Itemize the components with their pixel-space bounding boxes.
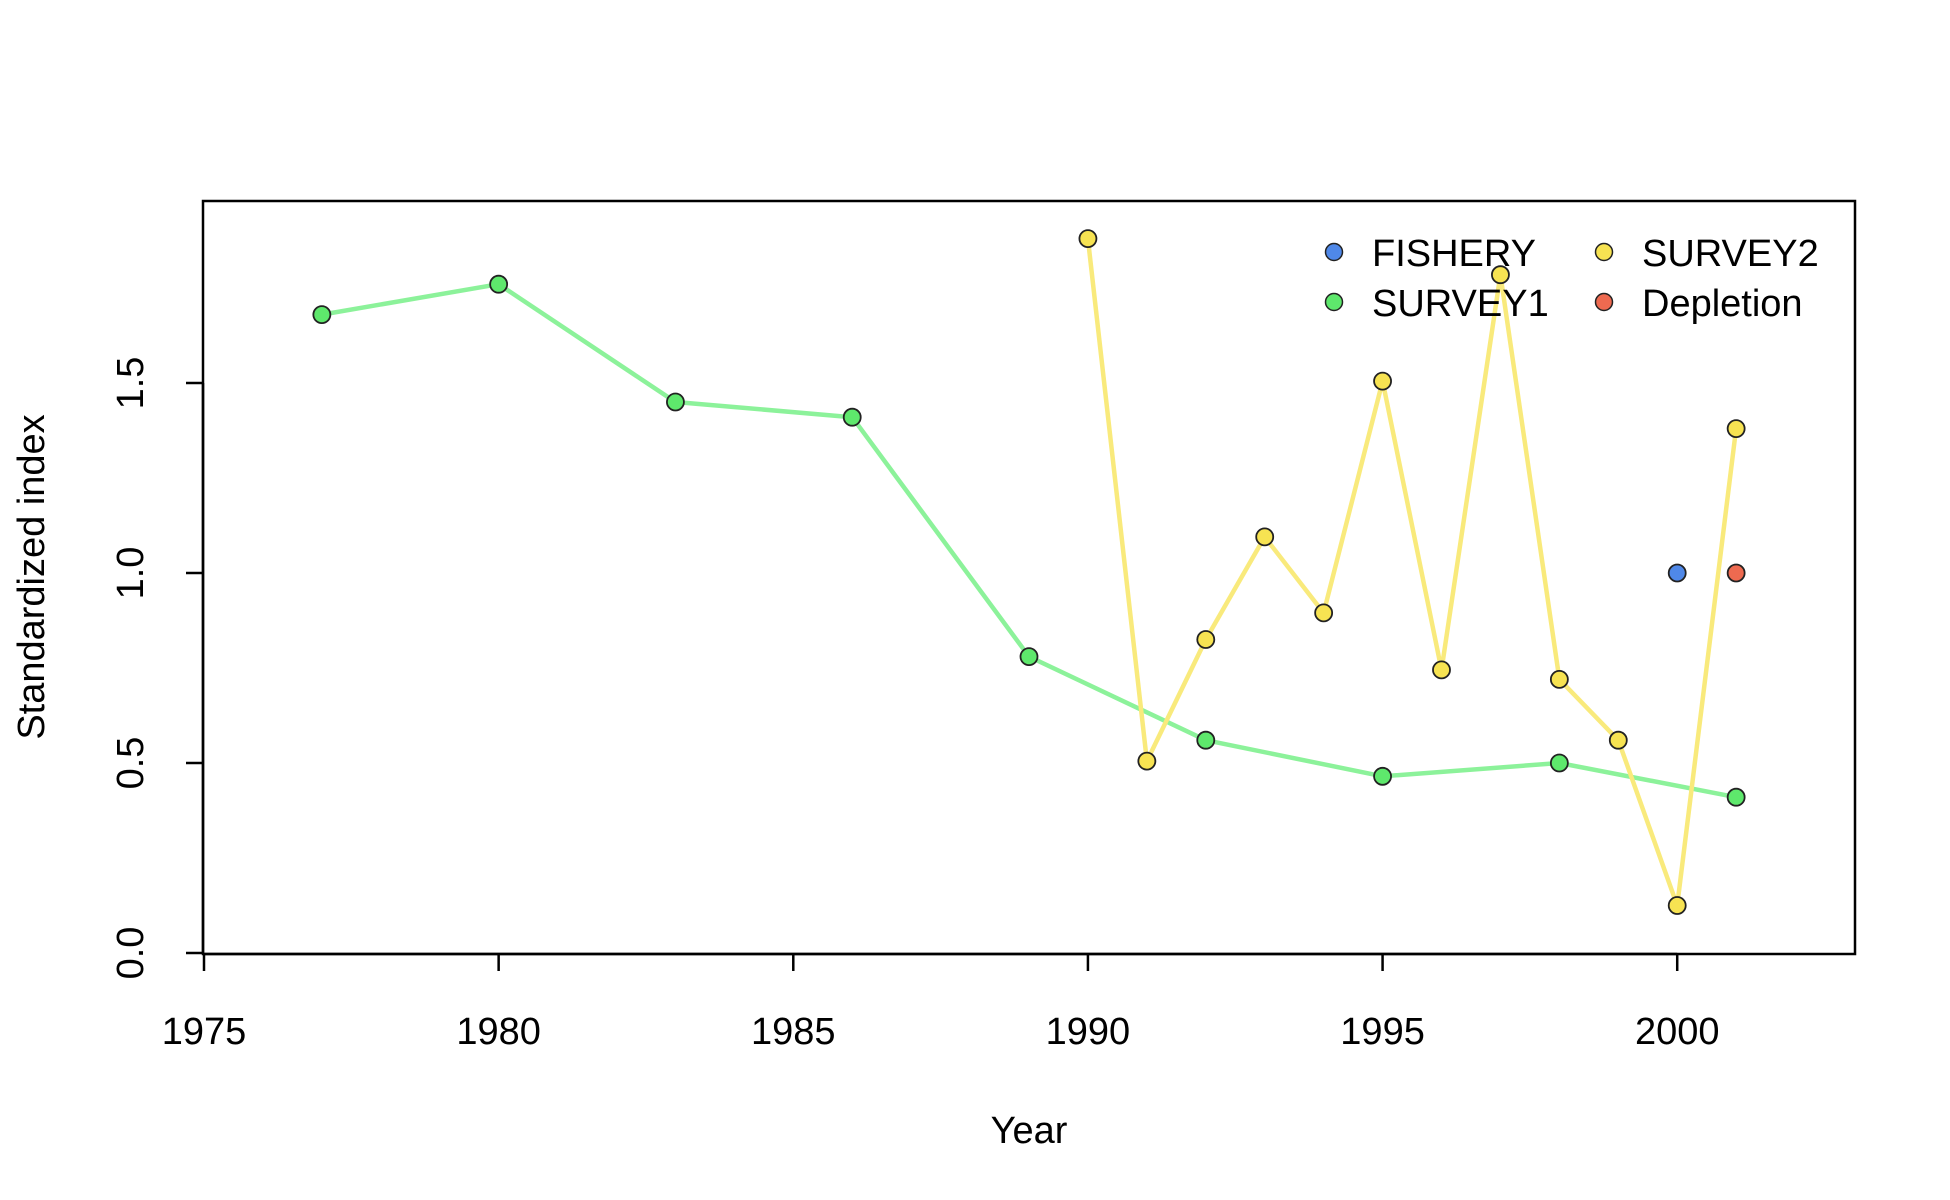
data-point-survey1-1998	[1549, 753, 1569, 773]
x-axis: 1975 1980 1985 1990 1995 2000	[162, 952, 1720, 1053]
x-tick-label-2000: 2000	[1635, 1011, 1720, 1053]
data-point-survey1-1977	[312, 305, 332, 325]
x-tick-label-1980: 1980	[456, 1011, 541, 1053]
y-axis: 0.0 0.5 1.0 1.5	[110, 357, 205, 980]
legend-label-fishery: FISHERY	[1372, 233, 1536, 275]
x-tick-label-1985: 1985	[751, 1011, 836, 1053]
data-point-survey1-1995	[1373, 766, 1392, 786]
data-point-survey1-1989	[1019, 647, 1039, 666]
y-axis-title: Standardized index	[11, 414, 53, 739]
data-point-survey2-1993	[1255, 527, 1275, 547]
data-point-survey2-1991	[1137, 751, 1157, 771]
data-point-survey2-2001	[1726, 419, 1746, 439]
data-point-survey2-1992	[1196, 630, 1216, 649]
data-point-survey2-1999	[1608, 730, 1628, 750]
series-line-survey2	[1085, 238, 1739, 908]
data-point-survey2-1994	[1314, 603, 1334, 623]
y-tick-label-2: 1.0	[110, 547, 152, 600]
data-point-survey2-1997	[1491, 265, 1510, 285]
data-point-survey2-1990	[1078, 229, 1098, 249]
data-point-survey2-2000	[1667, 896, 1687, 915]
y-tick-label-0: 0.0	[110, 927, 152, 980]
data-point-survey1-1986	[842, 407, 862, 427]
data-point-survey1-1983	[666, 392, 685, 412]
x-axis-title: Year	[991, 1110, 1068, 1152]
legend-marker-depletion	[1594, 292, 1614, 312]
data-point-survey2-1998	[1549, 670, 1569, 689]
data-point-survey2-1996	[1432, 660, 1451, 680]
legend-marker-survey2	[1594, 242, 1614, 262]
data-point-survey2-1995	[1373, 371, 1392, 391]
y-tick-label-1: 0.5	[110, 737, 152, 790]
x-tick-label-1995: 1995	[1340, 1011, 1425, 1053]
plot-frame	[201, 199, 1857, 956]
x-tick-label-1975: 1975	[162, 1011, 247, 1053]
legend-marker-survey1	[1324, 292, 1344, 312]
data-point-survey1-2001	[1726, 787, 1746, 807]
legend-marker-fishery	[1324, 242, 1344, 262]
legend: FISHERY SURVEY1 SURVEY2 Depletion	[1324, 233, 1819, 325]
data-point-depletion-2001	[1726, 563, 1746, 583]
legend-label-survey1: SURVEY1	[1372, 283, 1549, 325]
legend-label-survey2: SURVEY2	[1642, 233, 1819, 275]
legend-label-depletion: Depletion	[1642, 283, 1803, 325]
series-lines	[321, 238, 1739, 908]
data-point-fishery-2000	[1667, 563, 1687, 583]
data-point-survey1-1980	[489, 274, 509, 294]
series-points	[312, 229, 1746, 915]
data-point-survey1-1992	[1196, 730, 1216, 750]
series-line-survey1	[321, 281, 1737, 800]
x-tick-label-1990: 1990	[1046, 1011, 1131, 1053]
y-tick-label-3: 1.5	[110, 357, 152, 410]
